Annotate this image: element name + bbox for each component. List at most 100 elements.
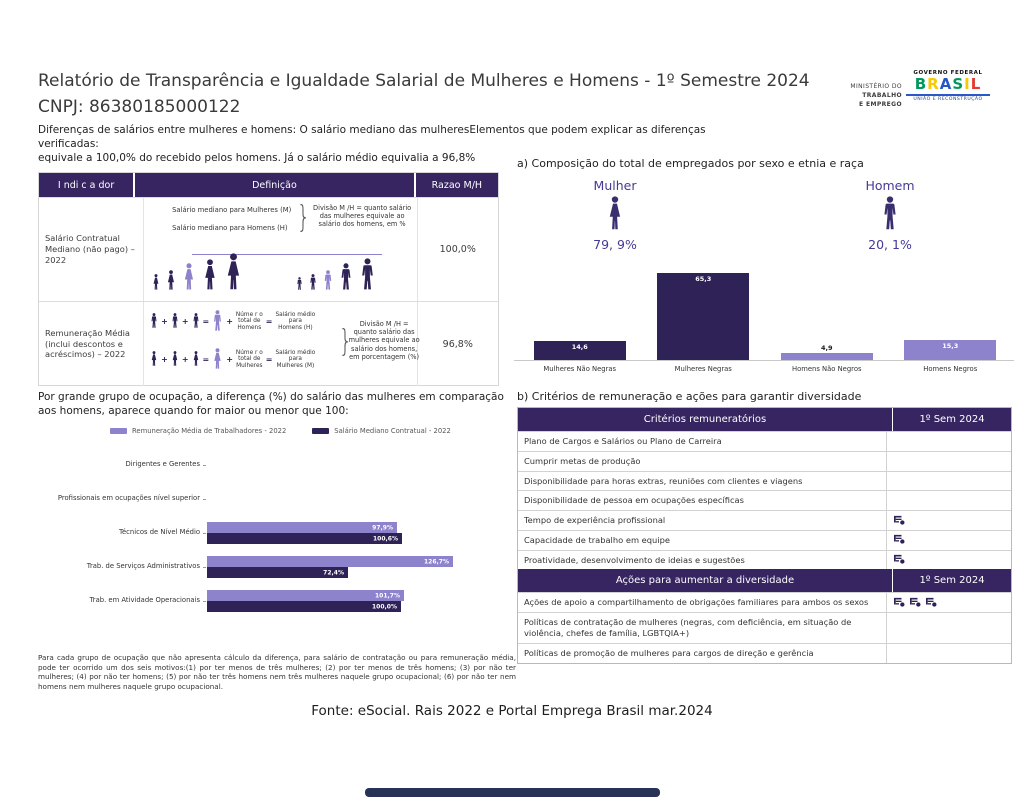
chart-b-legend: Remuneração Média de Trabalhadores - 202…: [110, 427, 451, 435]
bar-pair: 97,9% 100,6%: [207, 522, 402, 544]
bar-pair: 101,7% 100,0%: [207, 590, 404, 612]
criteria-value-cell: [887, 452, 1011, 471]
criteria-section-header: Ações para aumentar a diversidade 1º Sem …: [518, 569, 1011, 593]
men-figures-group: [296, 258, 376, 294]
axis-tick: [203, 498, 206, 500]
criteria-row: Políticas de contratação de mulheres (ne…: [518, 612, 1011, 643]
bar: [780, 353, 873, 360]
gov-federal-logo: GOVERNO FEDERAL BRASIL UNIÃO E RECONSTRU…: [906, 70, 990, 102]
indicator-label: Salário Contratual Mediano (não pago) – …: [39, 198, 145, 301]
criteria-value-cell: [887, 613, 1011, 643]
axis-tick: [203, 600, 206, 602]
female-person-icon: [202, 259, 218, 294]
bar: 14,6: [533, 341, 626, 360]
criteria-label: Cumprir metas de produção: [518, 451, 887, 471]
criteria-label: Ações de apoio a compartilhamento de obr…: [518, 593, 887, 613]
criteria-row: Disponibilidade para horas extras, reuni…: [518, 470, 1011, 491]
criteria-label: Políticas de promoção de mulheres para c…: [518, 643, 887, 663]
task-list-icon: [893, 554, 905, 566]
male-label: Homem: [865, 178, 915, 193]
plus-operator: +: [226, 355, 233, 364]
male-person-icon: [150, 313, 158, 330]
category-label: Homens Negros: [923, 365, 978, 373]
legend-item-mediano: Salário Mediano Contratual - 2022: [312, 427, 451, 435]
bar-value-label: 100,0%: [372, 603, 397, 610]
bar-value-label: 101,7%: [375, 592, 400, 599]
col-razao: Razao M/H: [431, 179, 483, 191]
chart-b-row: Dirigentes e Gerentes: [35, 448, 510, 482]
bar-value-label: 97,9%: [372, 524, 393, 531]
equation-men: + + = + Núme r o total de Homens = Salário méd…: [150, 310, 315, 333]
criteria-value-cell: [887, 644, 1011, 663]
chart-b-row: Trab. em Atividade Operacionais 101,7% 100…: [35, 584, 510, 618]
task-list-icon: [909, 597, 921, 609]
male-person-icon: [212, 310, 223, 333]
ministry-line: TRABALHO: [862, 92, 902, 99]
male-person-icon: [835, 196, 945, 234]
criteria-row: Disponibilidade de pessoa em ocupações e…: [518, 490, 1011, 511]
category-label: Homens Não Negros: [791, 365, 862, 373]
section-b-title: b) Critérios de remuneração e ações para…: [517, 390, 862, 403]
male-person-icon: [323, 270, 333, 294]
composition-bar-chart: 14,6 65,3 4,9 15,3: [518, 266, 1012, 360]
male-person-icon: [359, 258, 376, 294]
criteria-row: Capacidade de trabalho em equipe: [518, 529, 1011, 550]
bottom-scrollbar[interactable]: [365, 788, 660, 797]
criteria-label: Disponibilidade de pessoa em ocupações e…: [518, 491, 887, 511]
subtitle-line-2: equivale a 100,0% do recebido pelos home…: [38, 152, 476, 165]
female-person-icon: [224, 253, 243, 294]
criteria-value-cell: [887, 531, 1011, 550]
equation-label: Núme r o total de Homens: [235, 311, 263, 331]
bar: 126,7%: [207, 556, 453, 567]
page-title: Relatório de Transparência e Igualdade S…: [38, 68, 818, 121]
criteria-label: Plano de Cargos e Salários ou Plano de C…: [518, 432, 887, 451]
category-label: Trab. de Serviços Administrativos: [86, 562, 200, 571]
col-indicador: I ndi c a dor: [39, 173, 136, 197]
male-person-icon: [296, 275, 303, 294]
female-person-icon: [166, 270, 176, 294]
def-note: Divisão M /H = quanto salário das mulher…: [313, 204, 412, 229]
criteria-header-label: Critérios remuneratórios: [518, 408, 893, 431]
criteria-label: Tempo de experiência profissional: [518, 511, 887, 530]
criteria-value-cell: [887, 491, 1011, 510]
brand-letter: B: [914, 75, 928, 94]
def-note: Divisão M /H = quanto salário das mulher…: [348, 320, 420, 361]
bar-slot: 65,3: [642, 266, 766, 360]
criteria-period-label: 1º Sem 2024: [919, 414, 985, 425]
def-line-2: Salário mediano para Homens (H): [172, 224, 288, 232]
gov-bottom-text: UNIÃO E RECONSTRUÇÃO: [906, 93, 990, 102]
equation-label: Núme r o total de Mulheres: [235, 349, 263, 369]
female-label: Mulher: [593, 178, 637, 193]
male-person-icon: [171, 313, 179, 330]
legend-swatch-dark: [312, 428, 330, 434]
bar: 15,3: [904, 340, 997, 360]
bar-value-label: 72,4%: [323, 569, 344, 576]
equals-operator: =: [265, 355, 273, 364]
female-person-icon: [152, 274, 160, 294]
plus-operator: +: [161, 317, 168, 326]
criteria-row: Plano de Cargos e Salários ou Plano de C…: [518, 431, 1011, 451]
criteria-label: Políticas de contratação de mulheres (ne…: [518, 613, 887, 643]
bar-value-label: 100,6%: [373, 535, 398, 542]
ministry-line: E EMPREGO: [859, 101, 902, 108]
criteria-row: Tempo de experiência profissional: [518, 510, 1011, 530]
bar-value-label: 15,3: [942, 342, 959, 350]
female-person-icon: [150, 351, 158, 368]
chart-b-row: Técnicos de Nível Médio 97,9% 100,6%: [35, 516, 510, 550]
chart-a-categories: Mulheres Não Negras Mulheres Negras Homens…: [518, 362, 1012, 373]
definition-cell: + + = + Núme r o total de Homens = Salário méd…: [144, 302, 420, 386]
criteria-label: Proatividade, desenvolvimento de ideias …: [518, 550, 887, 570]
category-label: Mulheres Negras: [674, 365, 732, 373]
category-label: Técnicos de Nível Médio: [119, 528, 200, 537]
male-summary: Homem 20, 1%: [835, 178, 945, 252]
criteria-value-cell: [887, 551, 1011, 570]
criteria-value-cell: [887, 432, 1011, 451]
category-label: Dirigentes e Gerentes: [125, 460, 200, 469]
section-a-title: a) Composição do total de empregados por…: [517, 157, 864, 170]
highlight-connector-line: [192, 254, 383, 255]
criteria-row: Ações de apoio a compartilhamento de obr…: [518, 592, 1011, 613]
legend-label: Salário Mediano Contratual - 2022: [334, 427, 451, 435]
equation-women: + + = + Núme r o total de Mulheres = Salário m…: [150, 348, 315, 371]
legend-label: Remuneração Média de Trabalhadores - 202…: [132, 427, 287, 435]
legend-swatch-light: [110, 428, 127, 434]
